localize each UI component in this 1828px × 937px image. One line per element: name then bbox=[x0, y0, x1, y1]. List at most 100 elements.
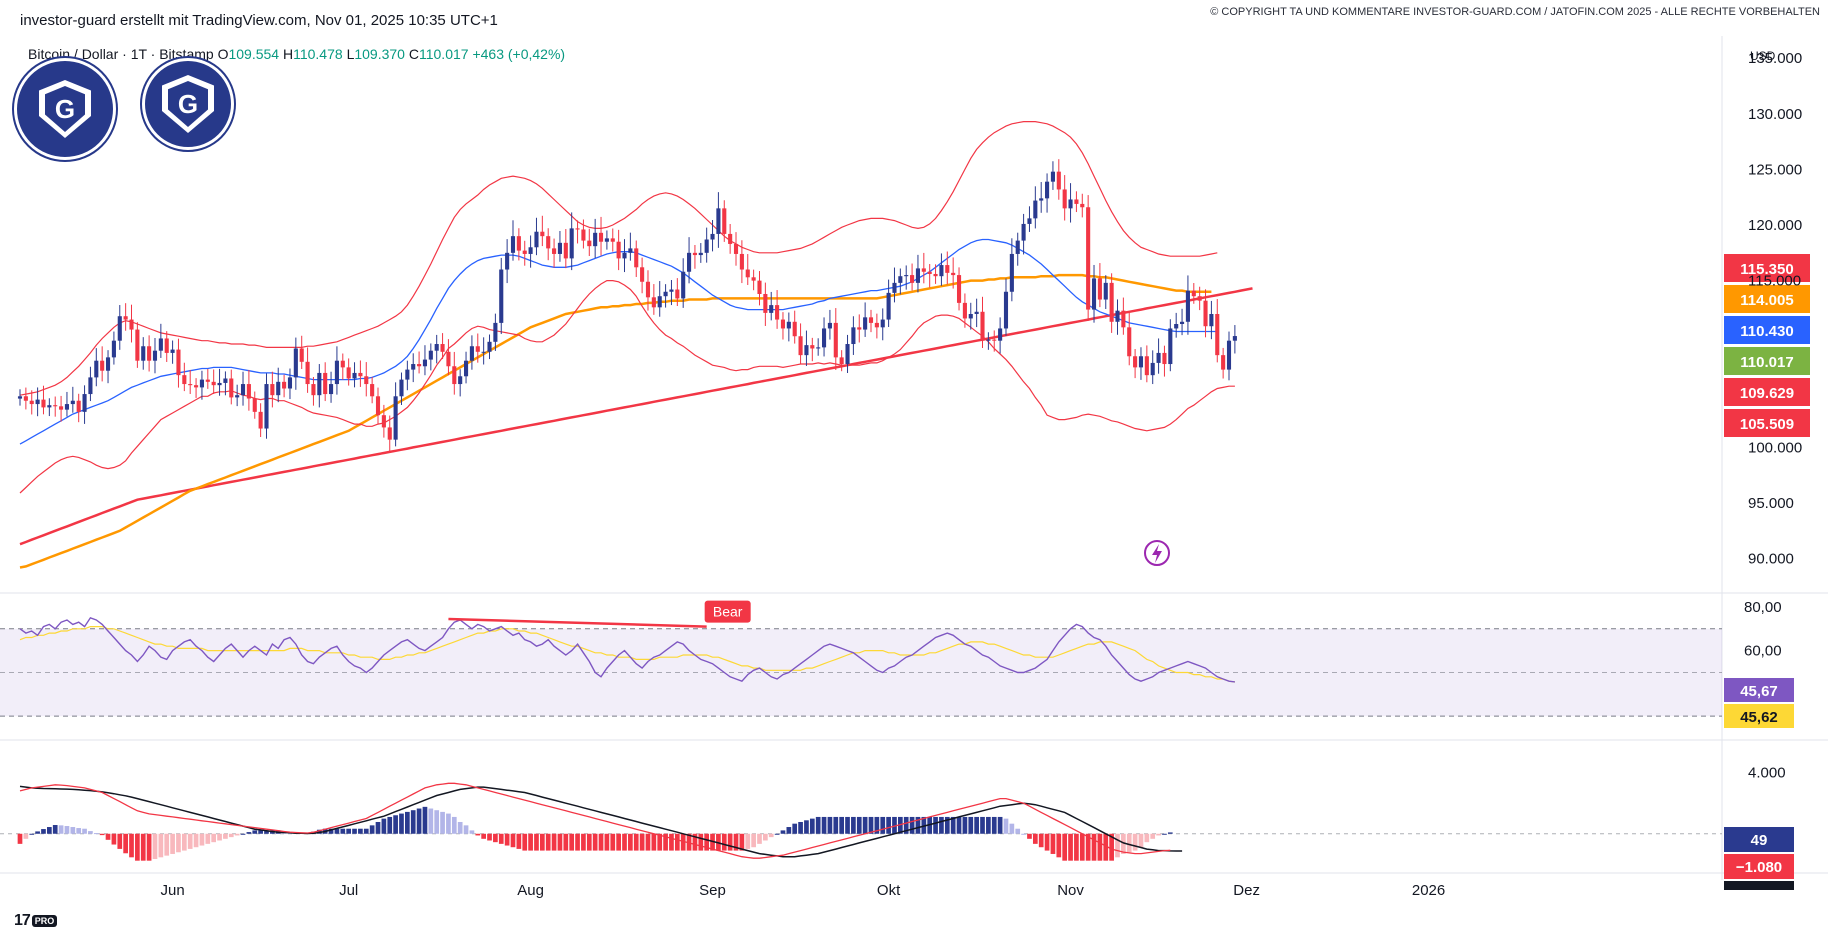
candle-body bbox=[35, 399, 40, 405]
candle-body bbox=[540, 231, 545, 237]
macd-histogram-bar bbox=[1144, 833, 1150, 843]
candle-body bbox=[751, 277, 756, 281]
candle-body bbox=[1203, 300, 1208, 327]
macd-histogram-bar bbox=[980, 816, 985, 834]
high-value: 110.478 bbox=[293, 46, 343, 62]
price-flag bbox=[1724, 409, 1810, 437]
macd-histogram-bar bbox=[698, 833, 704, 851]
macd-histogram-bar bbox=[446, 813, 451, 834]
candle-body bbox=[1027, 218, 1032, 224]
candle-body bbox=[581, 229, 586, 241]
candle-body bbox=[129, 319, 134, 330]
candle-body bbox=[1033, 200, 1038, 219]
candle-body bbox=[510, 236, 516, 253]
bear-divergence-line bbox=[448, 617, 707, 628]
tradingview-logo: 17 PRO bbox=[14, 912, 58, 930]
macd-histogram-bar bbox=[358, 828, 363, 834]
candle-body bbox=[569, 228, 574, 259]
rsi-flag bbox=[1724, 704, 1794, 728]
bollinger-upper-line bbox=[19, 121, 1218, 396]
macd-histogram-bar bbox=[334, 828, 340, 834]
macd-histogram-bar bbox=[956, 816, 962, 834]
macd-histogram-bar bbox=[504, 833, 510, 846]
price-pane bbox=[17, 121, 1810, 569]
candle-body bbox=[1197, 296, 1202, 301]
macd-histogram-bar bbox=[768, 833, 774, 838]
macd-line bbox=[19, 782, 1171, 859]
macd-flag bbox=[1724, 881, 1794, 890]
rsi-line bbox=[19, 616, 1235, 683]
macd-histogram-bar bbox=[950, 816, 956, 834]
candle-body bbox=[692, 252, 697, 256]
macd-histogram-bar bbox=[117, 833, 123, 849]
macd-histogram-bar bbox=[997, 816, 1003, 834]
candle-body bbox=[493, 322, 498, 342]
candle-body bbox=[364, 376, 369, 385]
candle-body bbox=[88, 377, 93, 395]
candle-body bbox=[945, 265, 950, 273]
candle-body bbox=[1091, 278, 1097, 310]
candle-body bbox=[980, 311, 985, 341]
candle-body bbox=[229, 378, 234, 398]
candle-body bbox=[710, 233, 715, 240]
candle-body bbox=[657, 296, 662, 308]
candle-body bbox=[1015, 240, 1020, 254]
macd-histogram-bar bbox=[1109, 833, 1114, 861]
compliance-badge: G bbox=[14, 58, 116, 160]
candle-body bbox=[94, 360, 99, 378]
candle-body bbox=[276, 381, 281, 396]
rsi-flag-label: 45,62 bbox=[1740, 709, 1778, 726]
macd-histogram-bar bbox=[158, 833, 164, 858]
candle-body bbox=[986, 339, 991, 341]
tradingview-mark: 17 bbox=[14, 912, 31, 929]
macd-histogram-bar bbox=[199, 833, 205, 846]
macd-histogram-bar bbox=[228, 833, 234, 838]
candle-body bbox=[405, 369, 410, 380]
macd-histogram-bar bbox=[146, 833, 152, 861]
candle-body bbox=[370, 384, 375, 397]
macd-histogram-bar bbox=[416, 808, 422, 834]
macd-histogram-bar bbox=[575, 833, 580, 851]
candle-body bbox=[1086, 207, 1091, 310]
macd-histogram-bar bbox=[152, 833, 158, 859]
macd-histogram-bar bbox=[1015, 828, 1021, 834]
badge-shield-icon: G bbox=[162, 75, 214, 133]
macd-histogram-bar bbox=[704, 833, 710, 851]
candle-body bbox=[598, 232, 604, 242]
macd-histogram-bar bbox=[733, 833, 739, 851]
candle-body bbox=[1056, 171, 1061, 190]
candle-body bbox=[1150, 362, 1155, 376]
macd-flag bbox=[1724, 854, 1794, 879]
close-value: 110.017 bbox=[418, 46, 469, 62]
candle-body bbox=[827, 322, 832, 329]
macd-histogram-bar bbox=[839, 816, 845, 834]
candle-body bbox=[898, 276, 903, 283]
candle-body bbox=[628, 248, 633, 253]
macd-histogram-bar bbox=[1009, 823, 1015, 834]
macd-histogram-bar bbox=[751, 833, 756, 848]
price-tick-label: 115.000 bbox=[1748, 273, 1801, 290]
candle-body bbox=[716, 208, 721, 234]
candle-body bbox=[1009, 253, 1014, 292]
macd-histogram-bar bbox=[217, 833, 222, 841]
macd-histogram-bar bbox=[1121, 833, 1126, 854]
candle-body bbox=[1180, 321, 1185, 325]
candle-body bbox=[105, 357, 111, 371]
macd-flag-label: 49 bbox=[1751, 832, 1768, 849]
macd-histogram-bar bbox=[686, 833, 692, 851]
candle-body bbox=[704, 239, 709, 253]
candle-body bbox=[640, 267, 645, 282]
candle-body bbox=[352, 372, 357, 379]
macd-histogram-bar bbox=[164, 833, 170, 856]
time-tick-label: Aug bbox=[517, 882, 544, 899]
macd-histogram-bar bbox=[346, 828, 352, 834]
candle-body bbox=[346, 367, 351, 379]
candle-body bbox=[422, 359, 428, 367]
candle-body bbox=[340, 360, 345, 368]
macd-histogram-bar bbox=[1091, 833, 1097, 861]
macd-histogram-bar bbox=[880, 816, 886, 834]
price-tick-label: 100.000 bbox=[1748, 439, 1802, 456]
macd-histogram-bar bbox=[968, 816, 974, 834]
candle-body bbox=[1215, 314, 1220, 356]
